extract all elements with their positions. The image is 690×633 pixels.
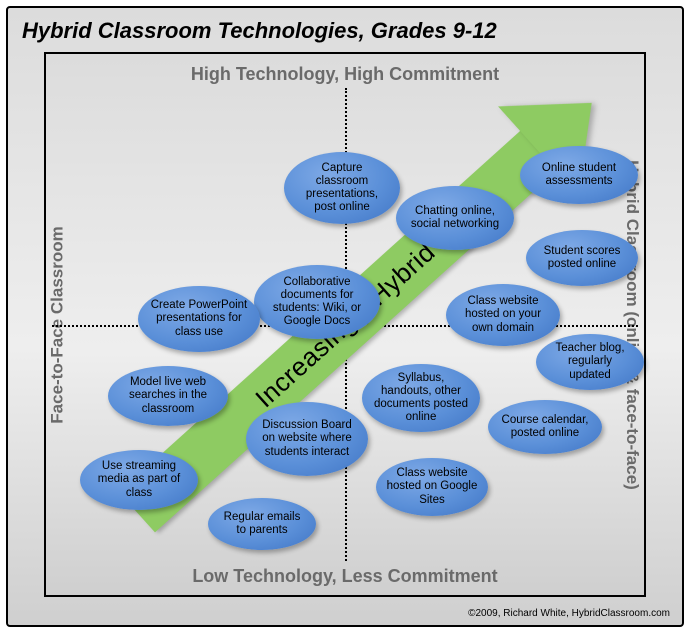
bubble-syllabus-handouts: Syllabus, handouts, other documents post… bbox=[362, 364, 480, 432]
bubble-model-searches: Model live web searches in the classroom bbox=[108, 366, 228, 426]
bubble-capture-presentations: Capture classroom presentations, post on… bbox=[284, 152, 400, 224]
bubble-course-calendar: Course calendar, posted online bbox=[488, 400, 602, 454]
diagram-title: Hybrid Classroom Technologies, Grades 9-… bbox=[22, 18, 497, 44]
axis-label-bottom: Low Technology, Less Commitment bbox=[46, 566, 644, 587]
bubble-teacher-blog: Teacher blog, regularly updated bbox=[536, 334, 644, 390]
bubble-chatting-online: Chatting online, social networking bbox=[396, 186, 514, 250]
bubble-regular-emails: Regular emails to parents bbox=[208, 498, 316, 550]
bubble-online-assessments: Online student assessments bbox=[520, 146, 638, 204]
bubble-class-site-own: Class website hosted on your own domain bbox=[446, 284, 560, 346]
bubble-collab-docs: Collaborative documents for students: Wi… bbox=[254, 265, 380, 339]
bubble-discussion-board: Discussion Board on website where studen… bbox=[246, 402, 368, 476]
bubble-create-ppt: Create PowerPoint presentations for clas… bbox=[138, 286, 260, 352]
copyright-text: ©2009, Richard White, HybridClassroom.co… bbox=[468, 608, 670, 619]
plot-area: High Technology, High Commitment Low Tec… bbox=[44, 52, 646, 597]
diagram-frame: Hybrid Classroom Technologies, Grades 9-… bbox=[6, 6, 684, 627]
bubble-scores-posted: Student scores posted online bbox=[526, 230, 638, 286]
bubble-class-site-google: Class website hosted on Google Sites bbox=[376, 458, 488, 516]
bubble-streaming-media: Use streaming media as part of class bbox=[80, 450, 198, 510]
